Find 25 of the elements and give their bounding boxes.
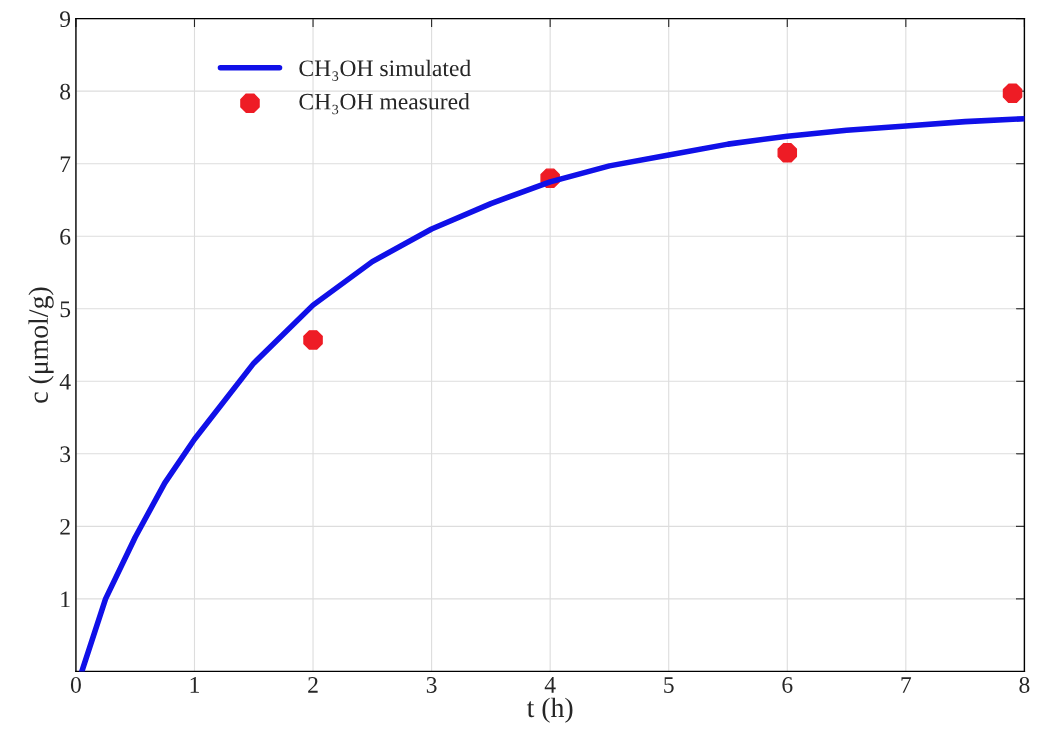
y-axis-title: c (μmol/g): [28, 287, 54, 403]
y-tick-label: 6: [60, 228, 71, 245]
y-tick-label: 8: [60, 83, 71, 100]
legend-label: CH₃OH measured: [299, 92, 470, 115]
y-tick-label: 7: [60, 156, 71, 172]
point: [303, 330, 323, 350]
y-tick-label: 5: [60, 301, 71, 318]
x-tick-label: 1: [190, 677, 199, 693]
y-tick-label: 4: [59, 373, 71, 390]
x-tick-label: 5: [664, 677, 674, 693]
y-tick-label: 2: [60, 518, 70, 535]
x-tick-label: 2: [308, 677, 318, 693]
x-tick-label: 8: [1019, 676, 1030, 693]
y-tick-label: 3: [60, 446, 71, 463]
y-tick-label: 1: [61, 591, 70, 608]
x-axis-title: t (h): [526, 697, 573, 723]
x-tick-label: 7: [901, 677, 912, 693]
point: [777, 143, 798, 163]
point: [1002, 83, 1023, 104]
x-tick-label: 6: [782, 677, 793, 693]
x-tick-label: 0: [70, 676, 81, 693]
y-tick-label: 9: [60, 11, 71, 28]
x-tick-label: 4: [544, 677, 556, 693]
legend-label: CH₃OH simulated: [299, 59, 471, 81]
x-tick-label: 3: [426, 677, 437, 693]
